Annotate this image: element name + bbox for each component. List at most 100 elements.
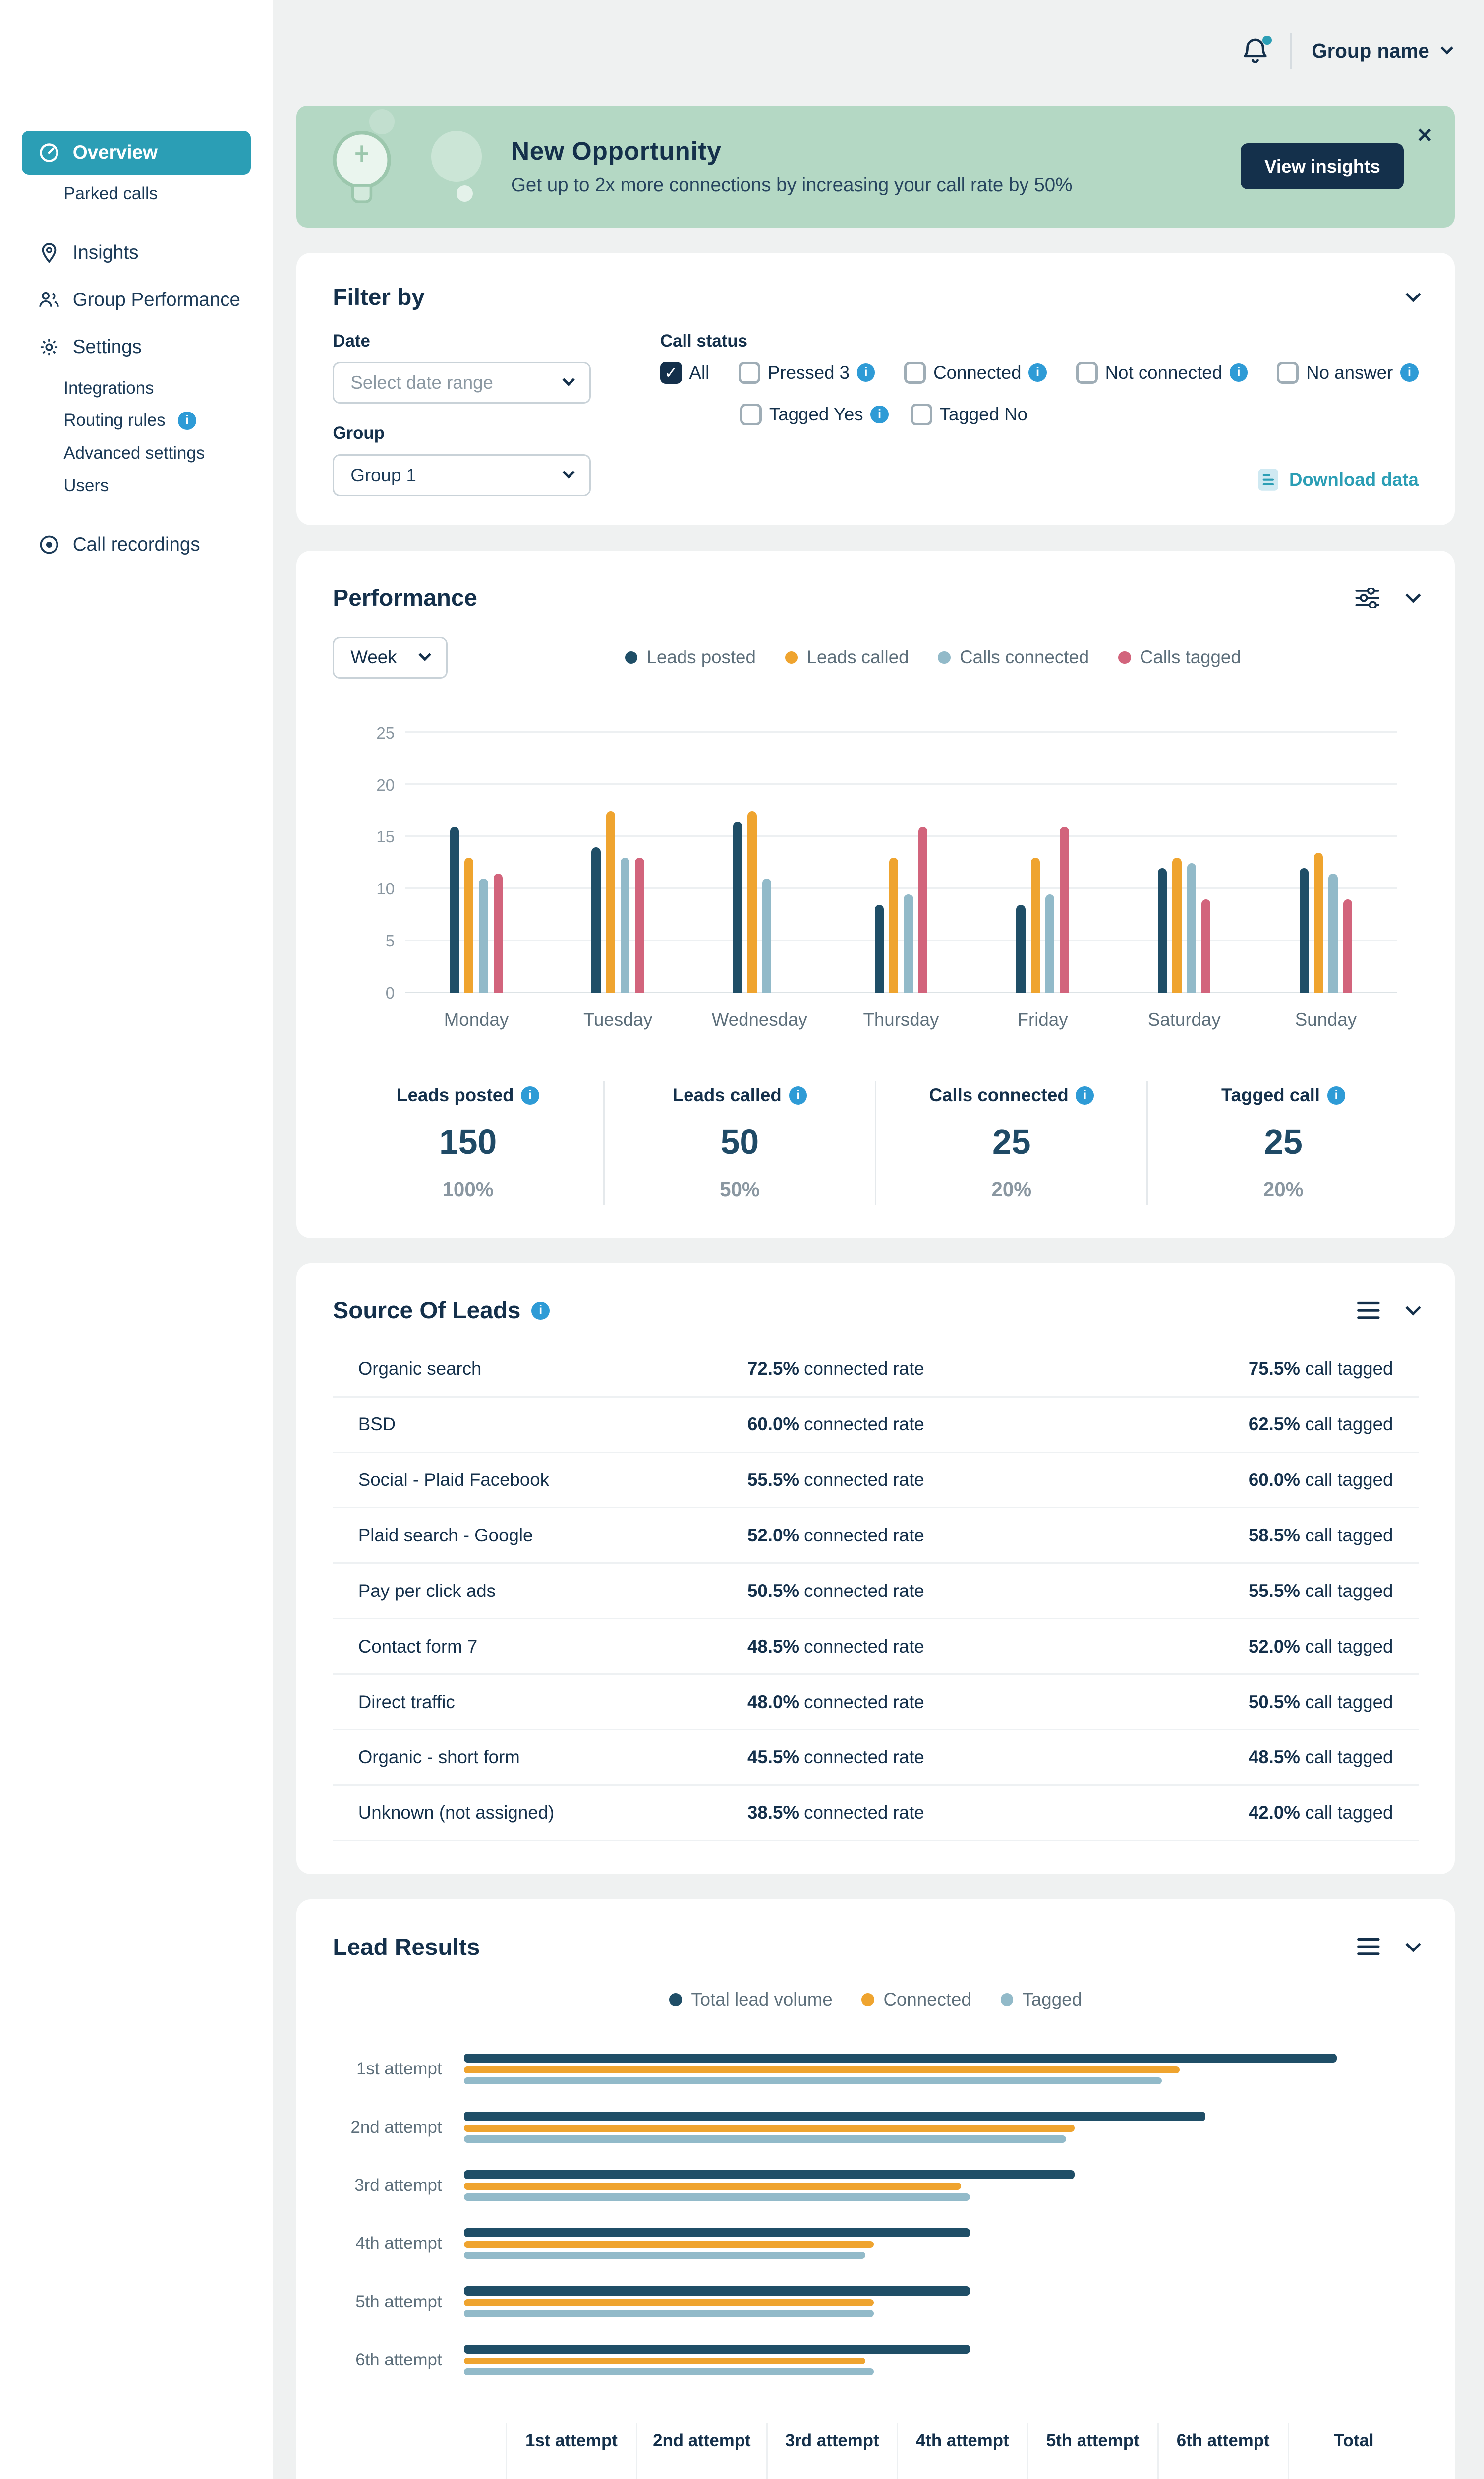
checkbox-box[interactable] xyxy=(1076,361,1098,384)
source-call-tagged: 52.0% call tagged xyxy=(1248,1636,1393,1656)
chart-settings-icon[interactable] xyxy=(1355,582,1380,615)
x-axis-label: Saturday xyxy=(1147,1009,1221,1030)
sidebar-item-users[interactable]: Users xyxy=(60,471,251,501)
chevron-down-icon xyxy=(418,648,432,661)
sidebar-item-advanced-settings[interactable]: Advanced settings xyxy=(60,438,251,469)
checkbox-not-connected[interactable]: Not connected i xyxy=(1076,361,1248,384)
lead-results-legend: Total lead volume Connected Tagged xyxy=(333,1989,1418,2010)
checkbox-box[interactable] xyxy=(739,361,761,384)
checkbox-connected[interactable]: Connected i xyxy=(904,361,1047,384)
checkbox-box[interactable] xyxy=(1277,361,1299,384)
sidebar-item-insights[interactable]: Insights xyxy=(22,231,251,275)
sidebar-item-integrations[interactable]: Integrations xyxy=(60,373,251,404)
sidebar-item-group-performance[interactable]: Group Performance xyxy=(22,278,251,322)
collapse-chevron-icon[interactable] xyxy=(1405,1936,1421,1952)
legend-dot xyxy=(669,1993,682,2006)
gridline xyxy=(405,731,1397,733)
hbar-connected xyxy=(463,2357,865,2365)
x-axis-label: Thursday xyxy=(863,1009,939,1030)
collapse-chevron-icon[interactable] xyxy=(1405,287,1421,302)
stat-label: Leads called i xyxy=(605,1085,875,1106)
group-name-dropdown[interactable]: Group name xyxy=(1312,39,1453,62)
sidebar-item-call-recordings[interactable]: Call recordings xyxy=(22,523,251,567)
notifications-bell-icon[interactable] xyxy=(1241,35,1272,66)
bar-leads-called xyxy=(606,811,616,994)
info-icon: i xyxy=(521,1086,539,1105)
hbar-total-lead-volume xyxy=(463,2228,970,2238)
hbar-connected xyxy=(463,2299,874,2306)
checkbox-box[interactable] xyxy=(910,404,932,426)
info-icon[interactable]: i xyxy=(531,1301,550,1320)
group-filter-select[interactable]: Group 1 xyxy=(333,454,591,496)
bar-leads-called xyxy=(747,811,757,994)
hbar-tagged xyxy=(463,2368,874,2376)
stat-leads-posted: Leads posted i 150 100% xyxy=(333,1081,603,1205)
source-call-tagged: 55.5% call tagged xyxy=(1248,1580,1393,1601)
menu-icon[interactable] xyxy=(1357,1931,1380,1964)
stat-label: Leads posted i xyxy=(333,1085,603,1106)
collapse-chevron-icon[interactable] xyxy=(1405,588,1421,603)
checkbox-row: Tagged Yes i Tagged No xyxy=(740,404,1419,426)
legend-total-lead-volume: Total lead volume xyxy=(669,1989,833,2010)
y-tick-label: 5 xyxy=(385,932,395,950)
table-header-2nd-attempt: 2nd attempt xyxy=(635,2422,766,2459)
attempt-label: 1st attempt xyxy=(356,2059,442,2079)
checkbox-box[interactable] xyxy=(740,404,762,426)
source-connected-rate: 50.5% connected rate xyxy=(747,1580,924,1601)
chevron-down-icon xyxy=(562,373,575,387)
lead-results-table: 1st attempt 2nd attempt 3rd attempt 4th att… xyxy=(333,2422,1418,2479)
sidebar-item-parked-calls[interactable]: Parked calls xyxy=(60,178,251,209)
checkbox-box[interactable]: ✓ xyxy=(660,361,682,384)
bar-leads-called xyxy=(1030,858,1040,994)
bar-calls-connected xyxy=(1328,873,1338,994)
checkbox-box[interactable] xyxy=(904,361,926,384)
x-axis-label: Sunday xyxy=(1295,1009,1357,1030)
hbar-tagged xyxy=(463,2193,970,2201)
checkbox-no-answer[interactable]: No answer i xyxy=(1277,361,1419,384)
hbar-tagged xyxy=(463,2077,1162,2085)
bar-leads-called xyxy=(1314,852,1323,994)
bar-leads-called xyxy=(464,858,474,994)
main-content: Group name New Opportunity Get up to 2x … xyxy=(273,0,1484,2479)
source-of-leads-title: Source Of Leads xyxy=(333,1298,521,1324)
lead-results-bar-chart: 1st attempt 2nd attempt 3rd attempt 4th att… xyxy=(333,2053,1418,2376)
checkbox-tagged-no[interactable]: Tagged No xyxy=(910,404,1028,426)
legend-connected: Connected xyxy=(861,1989,971,2010)
sidebar-item-label: Overview xyxy=(72,142,158,164)
sidebar-nav: Overview Parked calls Insights Group Perfor… xyxy=(0,131,273,566)
sidebar-item-routing-rules[interactable]: Routing rules i xyxy=(60,405,251,436)
download-data-link[interactable]: Download data xyxy=(1256,467,1419,492)
checkbox-tagged-yes[interactable]: Tagged Yes i xyxy=(740,404,889,426)
stat-label: Tagged call i xyxy=(1148,1085,1418,1106)
bar-leads-posted xyxy=(591,847,601,994)
checkbox-pressed-3[interactable]: Pressed 3 i xyxy=(739,361,875,384)
sidebar-item-settings[interactable]: Settings xyxy=(22,325,251,369)
source-call-tagged: 48.5% call tagged xyxy=(1248,1747,1393,1768)
chart-x-axis: Monday Tuesday Wednesday Thursday Friday Satu… xyxy=(405,1009,1397,1030)
filter-card-title: Filter by xyxy=(333,284,425,311)
bar-calls-tagged xyxy=(635,858,644,994)
stat-value: 50 xyxy=(720,1122,759,1162)
attempt-label: 6th attempt xyxy=(355,2350,442,2369)
sidebar-item-overview[interactable]: Overview xyxy=(22,131,251,175)
checkbox-all[interactable]: ✓ All xyxy=(660,361,709,384)
bar-leads-posted xyxy=(1158,868,1167,994)
menu-icon[interactable] xyxy=(1357,1294,1380,1327)
hbar-total-lead-volume xyxy=(463,2286,970,2296)
source-connected-rate: 45.5% connected rate xyxy=(747,1747,924,1768)
bar-calls-connected xyxy=(621,858,630,994)
table-corner-cell xyxy=(333,2423,506,2459)
collapse-chevron-icon[interactable] xyxy=(1405,1300,1421,1316)
lightbulb-illustration xyxy=(296,106,508,228)
filter-card-header: Filter by xyxy=(333,284,1421,311)
period-select[interactable]: Week xyxy=(333,637,448,679)
view-insights-button[interactable]: View insights xyxy=(1241,143,1404,190)
hbar-connected xyxy=(463,2066,1180,2074)
date-range-select[interactable]: Select date range xyxy=(333,361,591,404)
checkbox-row: ✓ All Pressed 3 i Connected i Not connected i No… xyxy=(660,361,1419,384)
y-tick-label: 10 xyxy=(376,880,395,898)
source-name: Contact form 7 xyxy=(358,1636,478,1656)
attempt-row-2nd-attempt: 2nd attempt xyxy=(333,2112,1418,2143)
close-banner-icon[interactable]: ✕ xyxy=(1416,124,1433,147)
checkbox-label: Tagged No xyxy=(939,404,1028,425)
